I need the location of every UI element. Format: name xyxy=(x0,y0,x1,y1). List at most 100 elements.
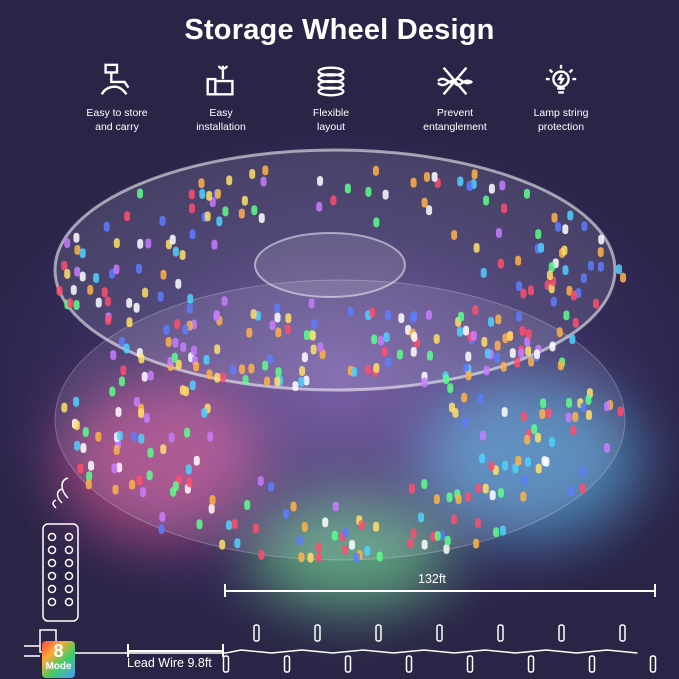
feature-label: Easy xyxy=(209,107,233,119)
led-light xyxy=(342,544,349,555)
feature-label: Prevent xyxy=(436,107,474,119)
led-light xyxy=(470,330,477,341)
led-light xyxy=(172,246,179,257)
feature-label: layout xyxy=(316,121,346,133)
led-light xyxy=(146,470,153,481)
page-title: Storage Wheel Design xyxy=(184,14,495,46)
led-light xyxy=(495,314,502,325)
led-light xyxy=(433,333,440,344)
led-light xyxy=(461,392,468,403)
led-light xyxy=(70,285,77,296)
led-light xyxy=(373,521,380,532)
led-light xyxy=(421,539,428,550)
led-light xyxy=(274,376,281,387)
led-light xyxy=(136,475,143,486)
led-light xyxy=(563,310,570,321)
led-light xyxy=(520,288,527,299)
bulb-outline xyxy=(649,655,657,673)
led-light xyxy=(541,455,548,466)
led-light xyxy=(535,463,542,474)
led-light xyxy=(385,310,392,321)
led-light xyxy=(182,324,189,335)
led-light xyxy=(130,431,137,442)
led-light xyxy=(570,290,577,301)
led-light xyxy=(73,420,80,431)
led-light xyxy=(204,211,211,222)
bulb-outline xyxy=(283,655,291,673)
led-light xyxy=(113,238,120,249)
led-light xyxy=(73,232,80,243)
feature-installation: Easy installation xyxy=(166,62,276,134)
led-light xyxy=(267,481,274,492)
led-light xyxy=(311,318,318,329)
led-light xyxy=(103,221,110,232)
led-light xyxy=(61,260,68,271)
led-light xyxy=(264,376,271,387)
led-light xyxy=(502,333,509,344)
feature-label: protection xyxy=(537,121,585,133)
led-light xyxy=(308,298,315,309)
led-light xyxy=(258,213,265,224)
bulb-outline xyxy=(375,624,382,642)
led-light xyxy=(497,258,504,269)
led-light xyxy=(189,229,196,240)
mode-number: 8 xyxy=(53,641,64,661)
led-light xyxy=(79,271,86,282)
led-light xyxy=(556,327,563,338)
led-light xyxy=(196,519,203,530)
lead-wire-bracket-end xyxy=(222,644,224,657)
led-light xyxy=(110,350,117,361)
led-light xyxy=(73,299,80,310)
led-light xyxy=(372,165,379,176)
led-light xyxy=(479,430,486,441)
remote-button xyxy=(64,584,74,594)
led-light xyxy=(262,360,269,371)
led-light xyxy=(385,357,392,368)
led-light xyxy=(465,370,472,381)
led-light xyxy=(410,346,417,357)
led-light xyxy=(332,501,339,512)
led-light xyxy=(73,396,80,407)
led-light xyxy=(480,267,487,278)
led-light xyxy=(482,483,489,494)
led-light xyxy=(499,525,506,536)
led-light xyxy=(303,375,310,386)
led-light xyxy=(179,250,186,261)
led-light xyxy=(443,374,450,385)
led-light xyxy=(426,350,433,361)
led-light xyxy=(188,189,195,200)
led-light xyxy=(515,255,522,266)
led-light xyxy=(418,512,425,523)
led-light xyxy=(64,268,71,279)
led-light xyxy=(203,354,210,365)
feature-store: Easy to store and carry xyxy=(62,62,172,134)
led-light xyxy=(405,324,412,335)
led-light xyxy=(444,535,451,546)
led-light xyxy=(282,508,289,519)
led-light xyxy=(85,479,92,490)
led-light xyxy=(446,492,453,503)
glow xyxy=(250,500,450,610)
led-light xyxy=(572,317,579,328)
led-light xyxy=(545,408,552,419)
led-light xyxy=(549,436,556,447)
led-light xyxy=(477,393,484,404)
led-light xyxy=(330,195,337,206)
led-light xyxy=(534,432,541,443)
led-light xyxy=(548,262,555,273)
led-light xyxy=(159,215,166,226)
led-light xyxy=(566,397,573,408)
led-light xyxy=(540,398,547,409)
led-light xyxy=(562,265,569,276)
led-light xyxy=(565,412,572,423)
bulb-outline xyxy=(436,624,443,642)
led-light xyxy=(292,381,299,392)
bulb-outline xyxy=(466,655,474,673)
led-light xyxy=(296,535,303,546)
remote-button xyxy=(64,597,74,607)
led-light xyxy=(462,325,469,336)
led-light xyxy=(570,425,577,436)
led-light xyxy=(458,311,465,322)
reel-upper-disk xyxy=(53,148,617,392)
